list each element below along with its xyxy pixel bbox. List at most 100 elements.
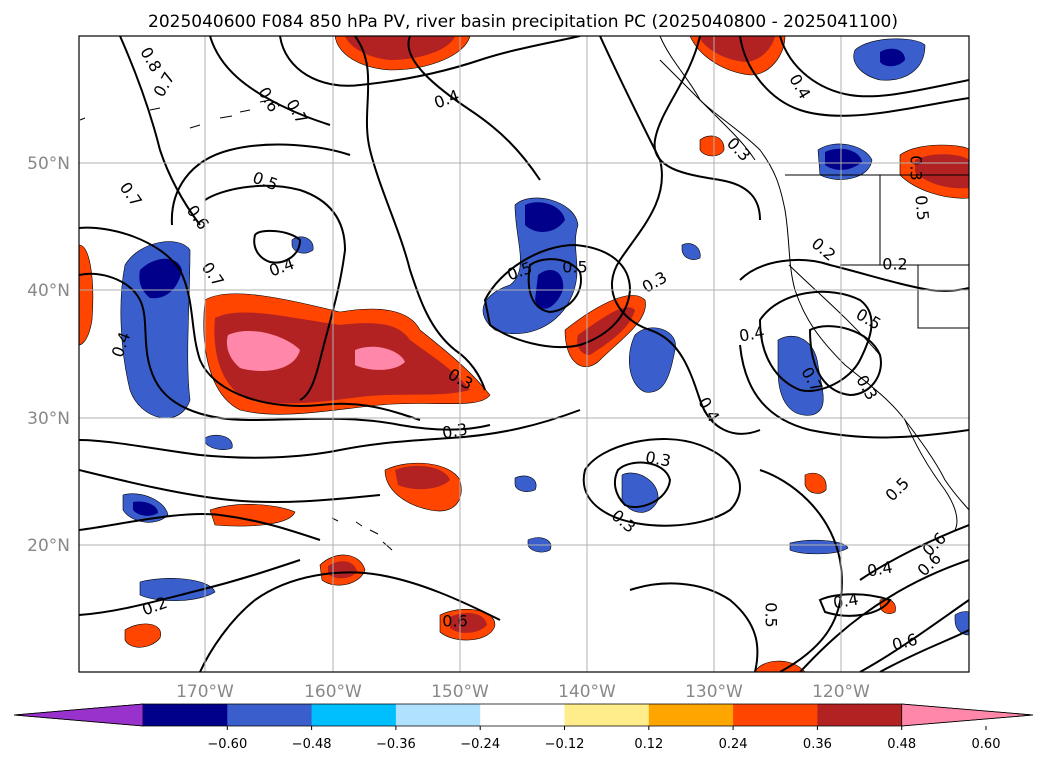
negative-anomaly-145w-core-2 xyxy=(535,270,564,309)
colorbar-segment xyxy=(733,704,818,726)
aleutian-islands xyxy=(79,99,271,129)
contour-label: 0.3 xyxy=(907,155,926,180)
contour-line xyxy=(613,461,672,508)
latitude-labels: 50°N 40°N 30°N 20°N xyxy=(27,154,70,556)
positive-anomaly-mexico xyxy=(804,472,827,494)
contour-line xyxy=(759,469,843,672)
contour-line xyxy=(199,571,501,672)
lon-label: 130°W xyxy=(685,682,743,702)
lon-label: 170°W xyxy=(176,682,234,702)
positive-anomaly-150w-south-core xyxy=(450,613,487,633)
negative-anomaly-170w-core xyxy=(139,258,182,299)
contour-label: 0.4 xyxy=(738,322,766,345)
colorbar-extend-high xyxy=(901,703,1034,727)
contour-line xyxy=(779,36,969,98)
contour-line xyxy=(527,258,582,314)
lon-label: 120°W xyxy=(812,682,870,702)
state-border-5 xyxy=(788,264,881,356)
lat-label: 50°N xyxy=(27,154,70,174)
contour-line xyxy=(739,344,969,439)
map-title: 2025040600 F084 850 hPa PV, river basin … xyxy=(148,12,898,32)
lon-label: 160°W xyxy=(304,682,362,702)
contour-line xyxy=(354,36,486,391)
contour-line xyxy=(653,36,761,221)
positive-anomaly-peak-2 xyxy=(355,346,405,370)
colorbar-segment xyxy=(311,704,397,726)
colorbar-outline xyxy=(13,703,1034,727)
contour-label: 0.5 xyxy=(911,194,932,221)
contour-label: 0.3 xyxy=(441,419,469,442)
negative-anomaly-speck-7 xyxy=(954,611,969,636)
negative-anomaly-134w xyxy=(629,327,676,393)
contour-line xyxy=(209,36,331,126)
alaska-panhandle xyxy=(659,59,756,161)
negative-anomaly-idaho-core xyxy=(825,148,862,170)
positive-anomaly-163w xyxy=(209,504,296,527)
colorbar-segment xyxy=(395,704,481,726)
negative-anomaly-north-east-core xyxy=(880,48,905,67)
contour-line xyxy=(79,409,581,459)
contour-line xyxy=(170,143,351,226)
colorbar-segment xyxy=(480,704,565,726)
contour-line xyxy=(407,36,541,181)
contour-line xyxy=(79,559,301,616)
colorbar-tick-label: −0.12 xyxy=(545,737,585,752)
negative-anomaly-145w-core-1 xyxy=(525,202,565,232)
negative-anomaly-172w-south xyxy=(139,578,216,602)
contour-line xyxy=(582,438,741,527)
contour-label: 0.3 xyxy=(644,447,672,470)
positive-anomaly-west-edge xyxy=(79,244,94,346)
colorbar-segment xyxy=(143,704,228,726)
positive-anomaly-158w-core xyxy=(328,561,357,579)
contour-label: 0.5 xyxy=(562,258,587,277)
lon-label: 150°W xyxy=(431,682,489,702)
contour-line xyxy=(629,582,759,672)
positive-anomaly-172w-south xyxy=(124,623,161,648)
contour-line xyxy=(879,629,969,672)
colorbar-tick-label: 0.48 xyxy=(887,737,916,752)
lat-label: 40°N xyxy=(27,281,70,301)
contour-line xyxy=(739,36,969,117)
contour-line xyxy=(859,524,969,581)
contour-label: 0.2 xyxy=(882,255,907,274)
colorbar-segment xyxy=(817,704,903,726)
contour-line xyxy=(599,36,761,435)
negative-anomaly-speck-2 xyxy=(204,435,233,450)
hawaii-islands xyxy=(331,517,393,551)
graticule xyxy=(79,36,969,672)
contour-line xyxy=(79,272,491,431)
contour-line xyxy=(79,226,421,421)
positive-anomaly-gulf-of-alaska-core xyxy=(698,36,775,62)
colorbar-extend-low xyxy=(13,703,144,727)
positive-anomaly-peak-1 xyxy=(226,330,300,371)
contour-line xyxy=(79,469,381,504)
pv-contours xyxy=(79,36,969,672)
longitude-labels: 170°W 160°W 150°W 140°W 130°W 120°W xyxy=(176,682,870,702)
lat-label: 20°N xyxy=(27,536,70,556)
colorbar-tick-label: 0.12 xyxy=(634,737,663,752)
colorbar-segment xyxy=(227,704,313,726)
lat-label: 30°N xyxy=(27,409,70,429)
colorbar-tick-label: −0.48 xyxy=(292,737,332,752)
negative-anomaly-speck-5 xyxy=(789,539,849,555)
contour-line xyxy=(808,325,882,397)
colorbar-tick-label: 0.60 xyxy=(972,737,1001,752)
colorbar: −0.60 −0.48 −0.36 −0.24 −0.12 0.12 0.24 0.36 0.4… xyxy=(13,703,1034,752)
contour-line xyxy=(253,229,302,264)
contour-line xyxy=(204,184,347,401)
negative-anomaly-173w-sub-core xyxy=(133,501,158,516)
colorbar-segment xyxy=(564,704,650,726)
state-border-4 xyxy=(917,265,969,329)
colorbar-tick-label: −0.60 xyxy=(207,737,247,752)
contour-line xyxy=(79,513,321,541)
map-frame xyxy=(78,35,970,673)
positive-anomaly-155w-core xyxy=(395,465,450,490)
map-panel: 0.80.7 0.60.7 0.40.50.70.60.7 0.40.40.50.30… xyxy=(78,35,970,673)
colorbar-tick-label: −0.24 xyxy=(460,737,500,752)
colorbar-tick-label: 0.36 xyxy=(803,737,832,752)
baja-california xyxy=(904,419,958,531)
contour-line xyxy=(859,599,969,672)
colorbar-tick-label: −0.36 xyxy=(376,737,416,752)
contour-label: 0.4 xyxy=(832,589,860,612)
